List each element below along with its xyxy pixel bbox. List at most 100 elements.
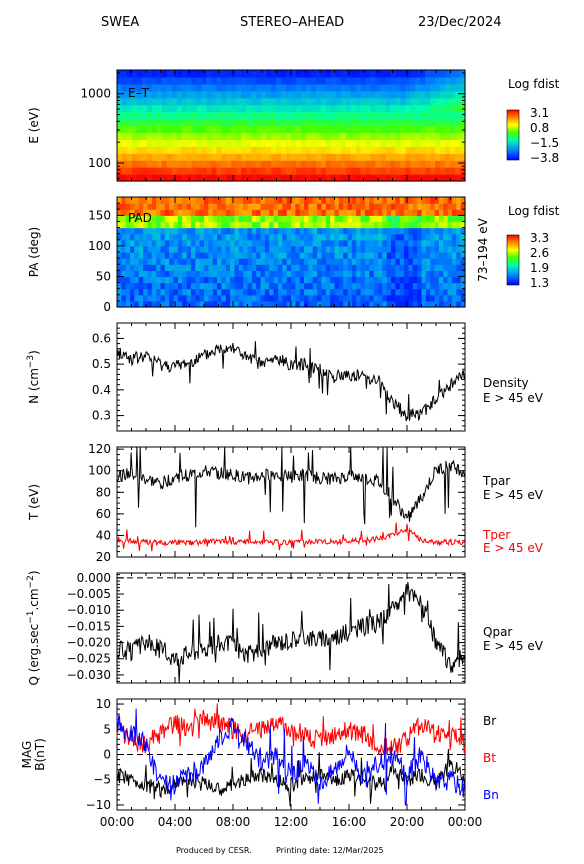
spectrogram-cell: [315, 97, 322, 106]
spectrogram-cell: [370, 146, 377, 154]
spectrogram-cell: [425, 76, 431, 85]
spectrogram-cell: [231, 160, 237, 168]
spectrogram-cell: [264, 276, 270, 284]
spectrogram-cell: [225, 264, 231, 271]
spectrogram-cell: [370, 97, 377, 106]
spectrogram-cell: [204, 233, 209, 241]
spectrogram-cell: [443, 294, 449, 302]
spectrogram-cell: [264, 300, 270, 308]
spectrogram-cell: [282, 215, 288, 223]
spectrogram-cell: [325, 111, 332, 120]
spectrogram-cell: [325, 227, 331, 235]
spectrogram-cell: [225, 227, 231, 235]
series-name: Bn: [483, 788, 499, 802]
spectrogram-cell: [456, 258, 462, 265]
spectrogram-cell: [261, 132, 267, 140]
spectrogram-cell: [391, 215, 396, 223]
spectrogram-cell: [126, 104, 133, 113]
spectrogram-cell: [315, 125, 322, 134]
spectrogram-cell: [404, 239, 410, 247]
spectrogram-cell: [256, 294, 262, 302]
spectrogram-cell: [191, 118, 198, 127]
spectrogram-cell: [186, 270, 192, 278]
spectrogram-cell: [196, 111, 203, 120]
spectrogram-cell: [321, 300, 327, 308]
spectrogram-cell: [295, 167, 302, 175]
spectrogram-cell: [386, 245, 392, 253]
spectrogram-cell: [117, 258, 122, 265]
spectrogram-cell: [408, 288, 414, 296]
spectrogram-cell: [443, 203, 449, 210]
spectrogram-cell: [251, 288, 257, 296]
spectrogram-cell: [130, 300, 135, 308]
spectrogram-cell: [456, 288, 462, 296]
spectrogram-cell: [335, 97, 342, 106]
spectrogram-cell: [199, 197, 205, 204]
spectrogram-cell: [340, 125, 347, 134]
spectrogram-cell: [417, 258, 423, 265]
spectrogram-cell: [340, 90, 347, 99]
spectrogram-cell: [360, 83, 367, 92]
spectrogram-cell: [221, 252, 227, 259]
spectrogram-cell: [335, 83, 342, 92]
spectrogram-cell: [320, 139, 327, 147]
spectrogram-cell: [460, 245, 466, 253]
spectrogram-cell: [360, 233, 366, 241]
spectrogram-cell: [325, 197, 331, 204]
spectrogram-cell: [226, 139, 232, 147]
spectrogram-cell: [230, 209, 236, 216]
spectrogram-cell: [390, 118, 396, 127]
spectrogram-cell: [460, 239, 466, 247]
spectrogram-cell: [221, 160, 227, 168]
spectrogram-cell: [286, 76, 292, 85]
spectrogram-cell: [330, 258, 336, 265]
spectrogram-cell: [260, 215, 266, 223]
spectrogram-cell: [266, 104, 272, 113]
spectrogram-cell: [438, 203, 444, 210]
spectrogram-cell: [300, 167, 307, 175]
spectrogram-cell: [412, 239, 418, 247]
spectrogram-cell: [276, 146, 282, 154]
spectrogram-cell: [334, 300, 340, 308]
spectrogram-cell: [325, 83, 332, 92]
spectrogram-cell: [243, 252, 249, 259]
spectrogram-cell: [405, 83, 411, 92]
spectrogram-cell: [304, 203, 309, 210]
spectrogram-cell: [286, 282, 292, 290]
spectrogram-cell: [334, 252, 340, 259]
spectrogram-cell: [369, 276, 375, 284]
spectrogram-cell: [121, 104, 128, 113]
spectrogram-cell: [266, 90, 272, 99]
spectrogram-cell: [161, 132, 168, 140]
spectrogram-cell: [143, 209, 149, 216]
spectrogram-cell: [435, 153, 441, 161]
spectrogram-cell: [181, 174, 188, 182]
spectrogram-cell: [338, 245, 344, 253]
spectrogram-cell: [417, 252, 423, 259]
spectrogram-cell: [231, 139, 237, 147]
spectrogram-cell: [378, 288, 383, 296]
spectrogram-cell: [131, 111, 138, 120]
spectrogram-cell: [160, 270, 166, 278]
y-axis-label: MAG: [20, 741, 34, 769]
spectrogram-cell: [243, 239, 249, 247]
spectrogram-cell: [330, 197, 336, 204]
spectrogram-cell: [281, 167, 287, 175]
spectrogram-cell: [434, 264, 440, 271]
spectrogram-cell: [350, 118, 357, 127]
spectrogram-cell: [445, 132, 451, 140]
spectrogram-cell: [173, 282, 179, 290]
spectrogram-cell: [330, 252, 336, 259]
spectrogram-cell: [277, 209, 283, 216]
spectrogram-cell: [147, 221, 153, 229]
spectrogram-cell: [277, 264, 283, 271]
spectrogram-cell: [399, 215, 405, 223]
spectrogram-cell: [391, 197, 396, 204]
spectrogram-cell: [160, 258, 166, 265]
spectrogram-cell: [443, 300, 449, 308]
spectrogram-cell: [164, 197, 170, 204]
spectrogram-cell: [291, 153, 297, 161]
spectrogram-cell: [334, 270, 340, 278]
spectrogram-cell: [143, 239, 149, 247]
spectrogram-cell: [445, 153, 451, 161]
